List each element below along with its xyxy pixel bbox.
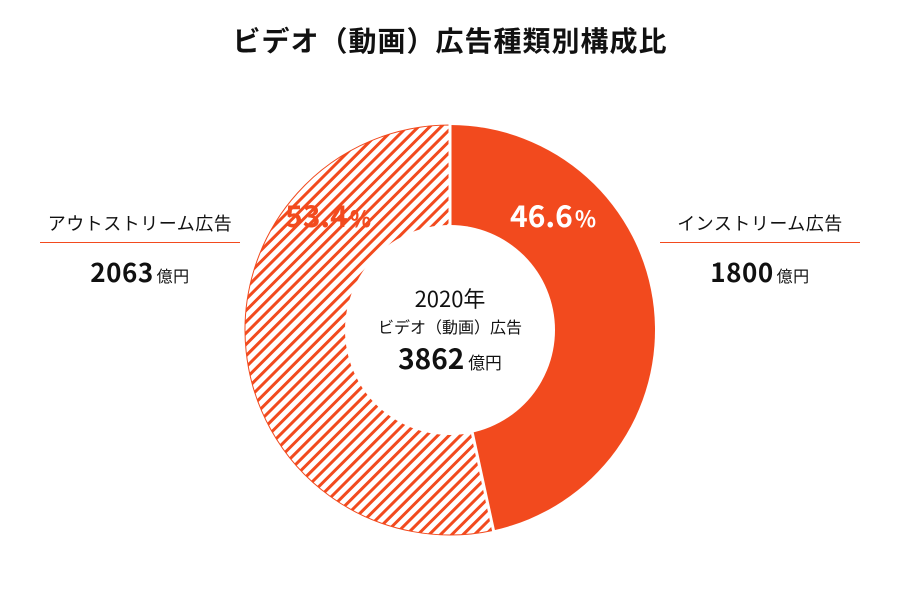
label-instream-unit: 億円	[777, 263, 810, 287]
label-outstream-unit: 億円	[157, 263, 190, 287]
center-year: 2020年	[378, 282, 522, 314]
center-total: 3862億円	[378, 338, 522, 378]
label-instream-number: 1800	[710, 253, 773, 290]
center-total-number: 3862	[398, 338, 464, 378]
label-instream-value: 1800億円	[660, 253, 860, 290]
center-total-unit: 億円	[468, 350, 502, 374]
label-outstream-rule	[40, 242, 240, 243]
label-outstream: アウトストリーム広告 2063億円	[40, 210, 240, 290]
percent-sign: %	[350, 202, 371, 234]
percent-sign: %	[575, 202, 596, 234]
percent-instream: 46.6%	[510, 192, 596, 236]
center-label: 2020年 ビデオ（動画）広告 3862億円	[378, 282, 522, 378]
label-instream-name: インストリーム広告	[660, 210, 860, 236]
center-subtitle: ビデオ（動画）広告	[378, 314, 522, 338]
percent-outstream: 53.4%	[285, 192, 371, 236]
label-outstream-number: 2063	[90, 253, 153, 290]
label-outstream-value: 2063億円	[40, 253, 240, 290]
label-outstream-name: アウトストリーム広告	[40, 210, 240, 236]
percent-outstream-value: 53.4	[285, 192, 348, 236]
label-instream: インストリーム広告 1800億円	[660, 210, 860, 290]
percent-instream-value: 46.6	[510, 192, 573, 236]
label-instream-rule	[660, 242, 860, 243]
